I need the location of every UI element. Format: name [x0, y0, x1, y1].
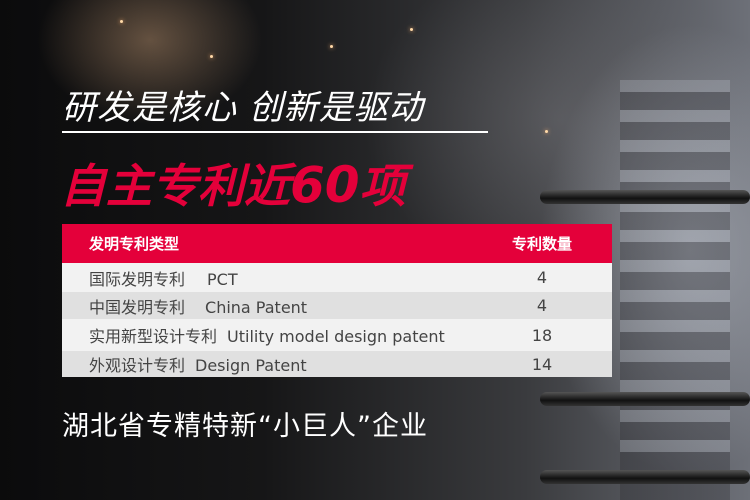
header-count: 专利数量: [511, 235, 572, 253]
table-row: 外观设计专利 Design Patent 14: [62, 351, 612, 377]
highlight-number: 60: [290, 156, 360, 214]
row-type-cn: 中国发明专利: [89, 297, 186, 317]
spark: [410, 28, 413, 31]
spark: [120, 20, 123, 23]
background-machine: [620, 80, 730, 500]
row-count: 4: [536, 268, 548, 287]
row-type-en: Design Patent: [195, 356, 307, 375]
row-count: 4: [536, 296, 548, 315]
patent-table: 发明专利类型 专利数量 国际发明专利 PCT 4 中国发明专利 China Pate…: [62, 224, 612, 377]
header-type: 发明专利类型: [89, 235, 180, 253]
spark: [210, 55, 213, 58]
highlight-suffix: 项: [359, 159, 406, 213]
table-row: 国际发明专利 PCT 4: [62, 263, 612, 292]
row-count: 14: [531, 354, 553, 374]
roller: [540, 470, 750, 484]
table-header: 发明专利类型 专利数量: [62, 224, 612, 263]
spark: [330, 45, 333, 48]
footer-tagline: 湖北省专精特新“小巨人”企业: [62, 411, 428, 442]
row-type-en: China Patent: [205, 297, 308, 317]
headline: 研发是核心 创新是驱动: [62, 88, 424, 128]
table-row: 实用新型设计专利 Utility model design patent 18: [62, 319, 612, 351]
table-row: 中国发明专利 China Patent 4: [62, 292, 612, 319]
row-type-cn: 实用新型设计专利: [89, 327, 218, 346]
row-count: 18: [531, 325, 553, 345]
roller: [540, 392, 750, 406]
row-type-cn: 外观设计专利: [89, 356, 186, 375]
headline-underline: [62, 131, 488, 133]
highlight-prefix: 自主专利近: [60, 159, 290, 213]
row-type-en: PCT: [207, 269, 238, 289]
spark: [545, 130, 548, 133]
roller: [540, 190, 750, 204]
patent-highlight: 自主专利近60项: [60, 150, 406, 216]
row-type-cn: 国际发明专利: [89, 269, 186, 289]
row-type-en: Utility model design patent: [227, 327, 445, 346]
